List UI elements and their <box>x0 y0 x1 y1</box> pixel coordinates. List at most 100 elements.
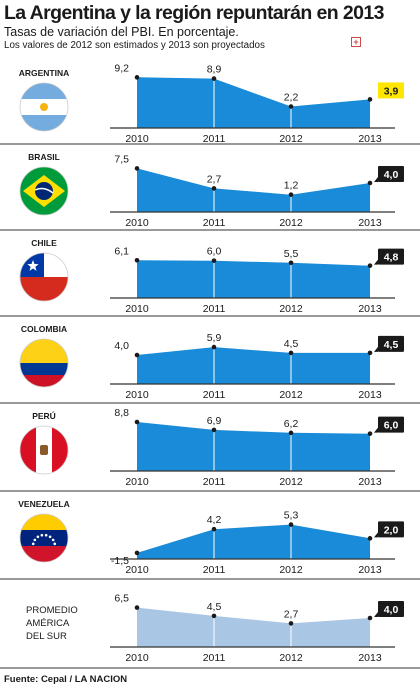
data-label: -1,5 <box>111 555 129 567</box>
data-label: 1,2 <box>284 180 299 192</box>
source-note: Fuente: Cepal / LA NACION <box>4 674 128 685</box>
year-tick-label: 2011 <box>203 217 226 229</box>
data-point <box>288 192 294 197</box>
badge-pointer <box>374 177 378 182</box>
last-value-badge: 2,0 <box>374 521 404 538</box>
data-point <box>288 430 294 436</box>
year-tick-label: 2013 <box>358 133 382 145</box>
expand-icon[interactable]: + <box>351 37 361 47</box>
badge-pointer <box>374 346 378 352</box>
argentina-flag <box>20 83 68 131</box>
badge-background <box>378 521 404 538</box>
year-tick-label: 2010 <box>125 652 149 664</box>
data-label: 2,7 <box>207 173 222 185</box>
country-name: COLOMBIA <box>21 324 67 334</box>
chart-subtitle: Tasas de variación del PBI. En porcentaj… <box>4 25 239 39</box>
last-value-label: 3,9 <box>384 85 399 97</box>
star-icon <box>33 538 37 542</box>
year-tick-label: 2011 <box>203 476 226 488</box>
data-point <box>367 263 373 268</box>
star-icon <box>48 535 52 539</box>
venezuela-flag <box>20 514 68 562</box>
last-value-label: 2,0 <box>384 524 399 536</box>
peru-flag <box>20 426 68 474</box>
sun-icon <box>40 103 48 111</box>
last-value-label: 6,0 <box>384 420 399 432</box>
star-icon <box>27 260 39 271</box>
country-panel: ARGENTINA 9,2 8,9 2,2 3,9 2010 2011 2012 2013 <box>19 62 404 145</box>
area-series <box>137 524 370 559</box>
year-tick-label: 2013 <box>358 476 382 488</box>
data-label: 7,5 <box>114 153 129 165</box>
data-point <box>134 419 140 425</box>
data-label: 6,5 <box>114 593 129 605</box>
data-point <box>211 613 217 619</box>
year-tick-label: 2013 <box>358 217 382 229</box>
data-point <box>367 431 373 436</box>
last-value-badge: 6,0 <box>374 416 404 433</box>
last-value-label: 4,0 <box>384 604 399 616</box>
year-tick-label: 2010 <box>125 389 149 401</box>
year-tick-label: 2011 <box>203 303 226 315</box>
country-name: PERÚ <box>32 410 56 421</box>
country-name: ARGENTINA <box>19 68 70 78</box>
badge-pointer <box>374 259 378 265</box>
year-tick-label: 2010 <box>125 133 149 145</box>
area-series <box>137 347 370 384</box>
year-tick-label: 2011 <box>203 133 226 145</box>
year-tick-label: 2013 <box>358 652 382 664</box>
data-label: 2,7 <box>284 608 299 620</box>
data-point <box>288 260 294 266</box>
average-label: PROMEDIO <box>26 605 78 616</box>
country-panel: PROMEDIO AMÉRICA DEL SUR 6,5 4,5 2,7 4,0 2010 20… <box>0 578 420 664</box>
data-point <box>211 258 217 263</box>
average-label: DEL SUR <box>26 631 67 642</box>
data-label: 4,5 <box>284 338 299 350</box>
data-point <box>211 526 217 532</box>
star-icon <box>36 535 40 539</box>
chart-note: Los valores de 2012 son estimados y 2013… <box>4 40 265 51</box>
year-tick-label: 2011 <box>203 389 226 401</box>
badge-background <box>378 416 404 433</box>
badge-pointer <box>374 532 378 538</box>
data-point <box>288 104 294 109</box>
country-panel: BRASIL 7,5 2,7 1,2 4,0 2010 2011 2012 2013 <box>0 143 420 229</box>
data-point <box>134 550 140 556</box>
chart-title: La Argentina y la región repuntarán en 2… <box>4 2 384 24</box>
data-point <box>134 605 140 610</box>
data-point <box>211 427 217 433</box>
badge-background <box>378 601 404 617</box>
year-tick-label: 2010 <box>125 303 149 315</box>
data-label: 6,9 <box>207 415 222 427</box>
area-series <box>137 168 370 212</box>
year-tick-label: 2013 <box>358 303 382 315</box>
year-tick-label: 2012 <box>279 133 303 145</box>
globe-icon <box>35 182 53 200</box>
country-name: VENEZUELA <box>18 499 69 509</box>
area-series <box>137 422 370 471</box>
star-icon <box>51 538 55 542</box>
year-tick-label: 2012 <box>279 476 303 488</box>
brazil-flag <box>20 167 68 215</box>
badge-background <box>378 248 404 265</box>
data-point <box>367 615 373 621</box>
coat-of-arms-icon <box>40 445 48 455</box>
badge-pointer <box>374 612 378 617</box>
data-label: 6,1 <box>114 245 129 257</box>
data-label: 9,2 <box>114 62 129 74</box>
year-tick-label: 2010 <box>125 476 149 488</box>
country-name: CHILE <box>31 238 57 248</box>
badge-pointer <box>374 427 378 433</box>
data-label: 8,8 <box>114 407 129 419</box>
year-tick-label: 2011 <box>203 564 226 576</box>
year-tick-label: 2012 <box>279 389 303 401</box>
last-value-label: 4,0 <box>384 169 399 181</box>
badge-background <box>378 335 404 352</box>
data-point <box>134 166 140 171</box>
year-tick-label: 2012 <box>279 217 303 229</box>
country-panel: PERÚ 8,8 6,9 6,2 6,0 2010 2011 2012 2013 <box>0 402 420 488</box>
star-icon <box>40 533 44 537</box>
year-tick-label: 2011 <box>203 652 226 664</box>
data-point <box>211 76 217 81</box>
data-label: 4,5 <box>207 601 222 613</box>
